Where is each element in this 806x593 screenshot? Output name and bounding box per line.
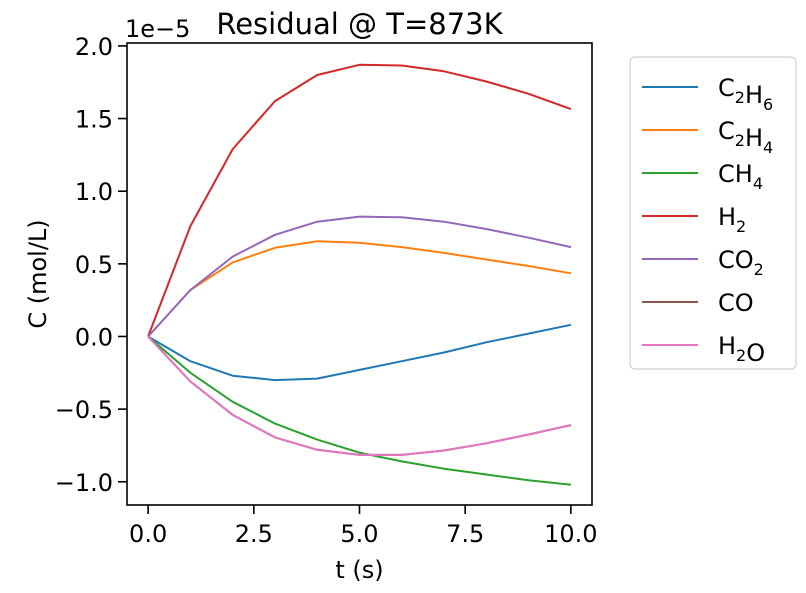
legend-label-c2h6: C2H6 [718, 74, 773, 114]
series-line-co [147, 335, 572, 456]
x-tick-label: 0.0 [129, 520, 167, 548]
x-tick-label: 7.5 [446, 520, 484, 548]
x-axis: 0.0 2.5 5.0 7.5 10.0 [129, 505, 598, 548]
legend-label-co: CO [718, 289, 754, 317]
series-line-h2o [147, 335, 572, 456]
plot-lines [147, 63, 572, 486]
y-tick-label: −0.5 [55, 396, 113, 424]
legend-label-h2o: H2O [718, 332, 765, 367]
legend-label-co2: CO2 [718, 246, 764, 279]
y-tick-label: 0.5 [75, 251, 113, 279]
series-line-co2 [147, 215, 572, 338]
series-line-h2 [147, 63, 572, 337]
x-axis-label: t (s) [335, 556, 383, 584]
series-line-ch4 [147, 335, 572, 486]
x-tick-label: 5.0 [340, 520, 378, 548]
y-axis: −1.0 −0.5 0.0 0.5 1.0 1.5 2.0 [55, 33, 127, 497]
legend-label-c2h4: C2H4 [718, 117, 773, 157]
series-line-c2h6 [147, 323, 572, 382]
y-tick-label: 1.5 [75, 106, 113, 134]
x-tick-label: 10.0 [544, 520, 597, 548]
series-line-c2h4 [147, 240, 572, 338]
chart-title: Residual @ T=873K [216, 7, 503, 41]
y-tick-label: 1.0 [75, 178, 113, 206]
legend-box [629, 56, 797, 370]
y-offset-text: 1e−5 [125, 15, 190, 43]
y-tick-label: 2.0 [75, 33, 113, 61]
y-tick-label: −1.0 [55, 469, 113, 497]
legend-label-ch4: CH4 [718, 160, 763, 193]
y-axis-label: C (mol/L) [24, 219, 52, 328]
y-tick-label: 0.0 [75, 323, 113, 351]
x-tick-label: 2.5 [235, 520, 273, 548]
legend-label-h2: H2 [718, 203, 746, 236]
